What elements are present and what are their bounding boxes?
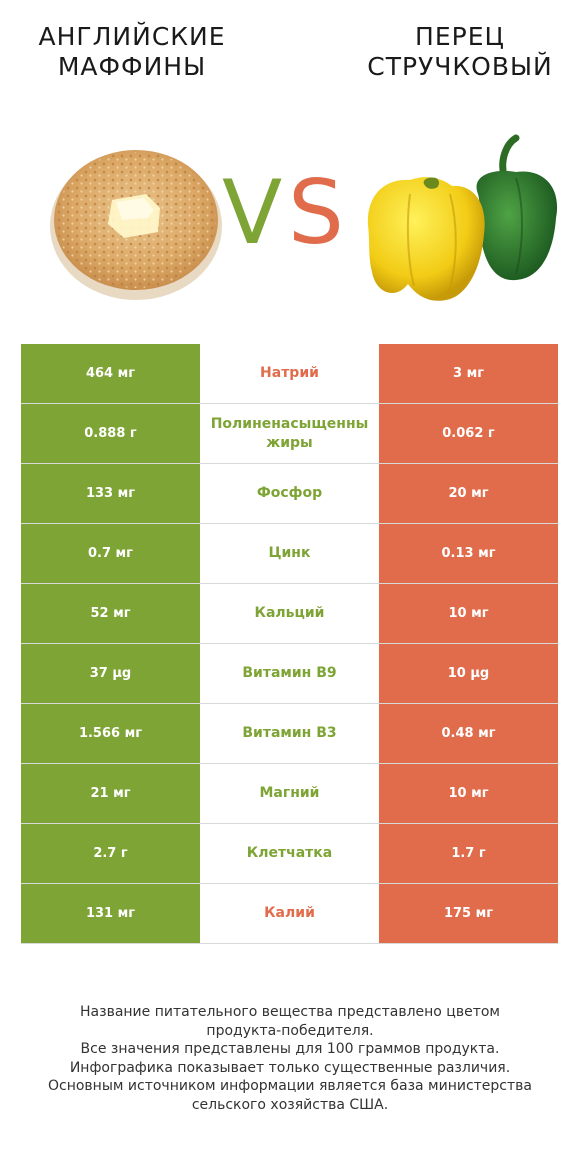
row-divider xyxy=(21,463,558,464)
nutrient-name-cell: Натрий xyxy=(260,365,319,381)
footer-line: Все значения представлены для 100 граммо… xyxy=(80,1041,500,1057)
footer-notes: Название питательного вещества представл… xyxy=(40,1003,540,1114)
left-value-cell: 131 мг xyxy=(21,884,200,943)
row-divider xyxy=(21,703,558,704)
row-divider xyxy=(21,403,558,404)
row-divider xyxy=(21,763,558,764)
vs-letter-s: S xyxy=(288,161,344,264)
right-value-cell: 20 мг xyxy=(379,464,558,523)
right-value-cell: 1.7 г xyxy=(379,824,558,883)
row-divider xyxy=(21,883,558,884)
nutrient-comparison-table: 464 мг Натрий 3 мг 0.888 г Полиненасыщенны жи… xyxy=(21,344,558,944)
right-value-cell: 0.48 мг xyxy=(379,704,558,763)
left-value-cell: 52 мг xyxy=(21,584,200,643)
table-row: 464 мг Натрий 3 мг xyxy=(21,344,558,404)
row-divider xyxy=(21,823,558,824)
nutrient-name-cell: Полиненасыщенны жиры xyxy=(210,415,369,451)
left-title-line-1: АНГЛИЙСКИЕ xyxy=(38,22,226,51)
nutrient-name-cell: Витамин B3 xyxy=(242,725,337,741)
row-divider xyxy=(21,643,558,644)
left-value-cell: 464 мг xyxy=(21,344,200,403)
right-value-cell: 175 мг xyxy=(379,884,558,943)
bell-pepper-image xyxy=(367,134,558,301)
left-value-cell: 1.566 мг xyxy=(21,704,200,763)
right-value-cell: 10 мг xyxy=(379,764,558,823)
right-value-cell: 0.13 мг xyxy=(379,524,558,583)
table-row: 52 мг Кальций 10 мг xyxy=(21,584,558,644)
right-value-cell: 0.062 г xyxy=(379,404,558,463)
footer-line: Инфографика показывает только существенн… xyxy=(69,1059,511,1076)
nutrient-name-cell: Цинк xyxy=(268,545,311,561)
vs-letter-v: V xyxy=(222,161,283,264)
table-row: 133 мг Фосфор 20 мг xyxy=(21,464,558,524)
right-food-title: ПЕРЕЦ СТРУЧКОВЫЙ xyxy=(330,22,580,82)
left-value-cell: 21 мг xyxy=(21,764,200,823)
table-row: 0.7 мг Цинк 0.13 мг xyxy=(21,524,558,584)
english-muffin-image xyxy=(50,150,222,300)
left-title-line-2: МАФФИНЫ xyxy=(57,52,207,81)
left-value-cell: 0.888 г xyxy=(21,404,200,463)
right-title-line-1: ПЕРЕЦ xyxy=(415,22,505,51)
table-row: 1.566 мг Витамин B3 0.48 мг xyxy=(21,704,558,764)
left-value-cell: 37 µg xyxy=(21,644,200,703)
table-row: 37 µg Витамин B9 10 µg xyxy=(21,644,558,704)
table-row: 21 мг Магний 10 мг xyxy=(21,764,558,824)
left-value-cell: 2.7 г xyxy=(21,824,200,883)
row-divider xyxy=(21,523,558,524)
row-divider xyxy=(21,943,558,944)
nutrient-name-cell: Магний xyxy=(259,785,320,801)
left-value-cell: 133 мг xyxy=(21,464,200,523)
right-value-cell: 10 мг xyxy=(379,584,558,643)
footer-line: сельского хозяйства США. xyxy=(191,1096,389,1113)
table-row: 131 мг Калий 175 мг xyxy=(21,884,558,944)
footer-line: Основным источником информации является … xyxy=(48,1078,532,1094)
nutrient-name-cell: Калий xyxy=(264,905,315,921)
footer-line: продукта-победителя. xyxy=(206,1022,374,1039)
right-title-line-2: СТРУЧКОВЫЙ xyxy=(367,52,553,81)
nutrient-name-cell: Витамин B9 xyxy=(242,665,337,681)
table-row: 2.7 г Клетчатка 1.7 г xyxy=(21,824,558,884)
nutrient-name-cell: Кальций xyxy=(254,605,325,621)
footer-line: Название питательного вещества представл… xyxy=(80,1004,500,1020)
left-food-title: АНГЛИЙСКИЕ МАФФИНЫ xyxy=(2,22,262,82)
right-value-cell: 10 µg xyxy=(379,644,558,703)
table-row: 0.888 г Полиненасыщенны жиры 0.062 г xyxy=(21,404,558,464)
left-value-cell: 0.7 мг xyxy=(21,524,200,583)
row-divider xyxy=(21,583,558,584)
nutrient-name-cell: Фосфор xyxy=(256,485,323,501)
right-value-cell: 3 мг xyxy=(379,344,558,403)
nutrient-name-cell: Клетчатка xyxy=(246,845,333,861)
